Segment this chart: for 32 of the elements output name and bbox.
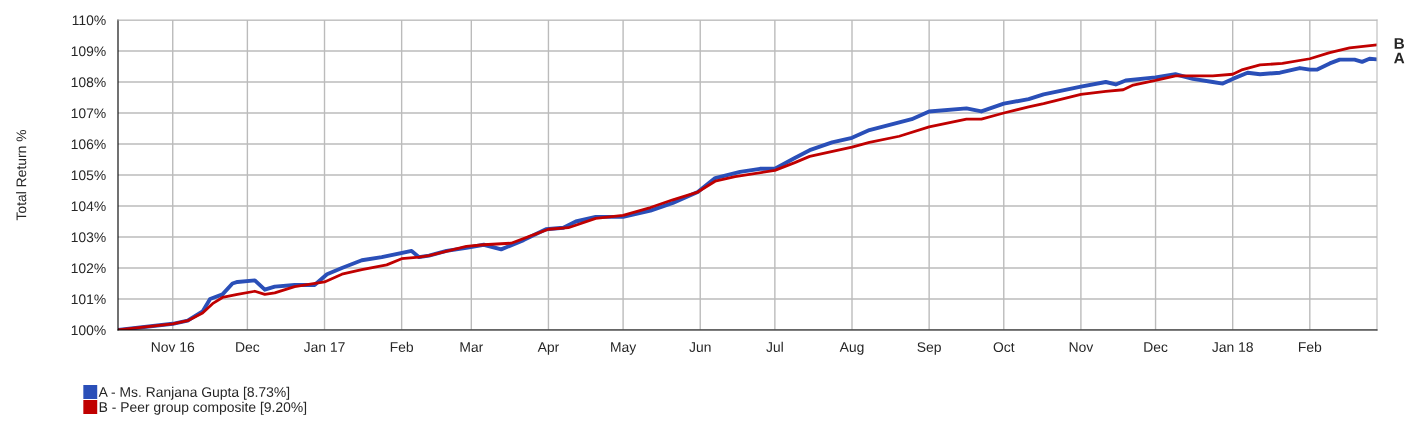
y-tick-label: 103% — [71, 232, 106, 243]
x-tick-label: Oct — [993, 342, 1015, 353]
x-tick-label: Feb — [390, 341, 414, 353]
x-tick-label: Aug — [839, 342, 864, 355]
y-axis-title: Total Return % — [16, 129, 27, 221]
y-tick-label: 109% — [71, 46, 106, 57]
x-tick-label: Jan 17 — [303, 342, 345, 353]
annotation: A — [1394, 52, 1405, 64]
y-tick-label: 105% — [71, 170, 106, 181]
y-tick-label: 108% — [71, 77, 106, 88]
y-tick-label: 106% — [71, 139, 106, 150]
x-tick-label: Mar — [460, 342, 484, 353]
y-tick-label: 102% — [71, 263, 106, 274]
x-tick-label: Jun — [689, 342, 711, 353]
y-tick-label: 101% — [71, 294, 106, 305]
x-tick-label: Sep — [917, 342, 941, 355]
y-tick-label: 100% — [71, 325, 106, 336]
x-tick-label: Jul — [766, 341, 783, 353]
x-tick-label: Nov 16 — [151, 342, 195, 353]
x-tick-label: Dec — [236, 342, 260, 353]
x-tick-label: Dec — [1144, 342, 1168, 353]
x-tick-label: Apr — [537, 342, 560, 355]
x-tick-label: Jan 18 — [1212, 342, 1253, 353]
legend-label: B - Peer group composite [9.20%] — [99, 401, 307, 415]
x-tick-label: Nov — [1069, 342, 1094, 353]
legend-label: A - Ms. Ranjana Gupta [8.73%] — [98, 386, 290, 400]
y-tick-label: 104% — [71, 201, 106, 212]
x-tick-label: Feb — [1298, 341, 1322, 353]
x-tick-label: May — [611, 342, 637, 355]
annotation: B — [1394, 38, 1405, 49]
y-tick-label: 107% — [71, 108, 106, 119]
y-tick-label: 110% — [72, 15, 106, 26]
